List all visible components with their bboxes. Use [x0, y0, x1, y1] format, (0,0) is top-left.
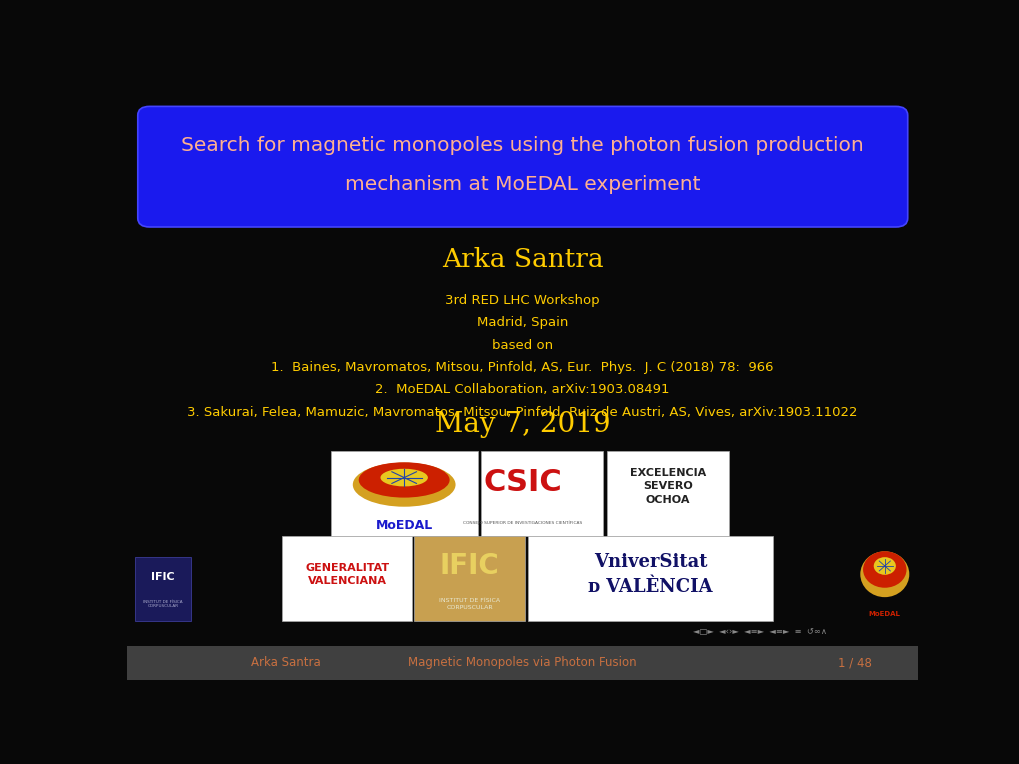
Text: Arka Santra: Arka Santra — [251, 656, 320, 669]
Text: Arka Santra: Arka Santra — [441, 247, 603, 272]
Text: May 7, 2019: May 7, 2019 — [434, 410, 610, 438]
Bar — [606, 451, 729, 536]
Text: Search for magnetic monopoles using the photon fusion production: Search for magnetic monopoles using the … — [181, 136, 863, 155]
Text: mechanism at MoEDAL experiment: mechanism at MoEDAL experiment — [344, 174, 700, 193]
Text: Magnetic Monopoles via Photon Fusion: Magnetic Monopoles via Photon Fusion — [408, 656, 637, 669]
Text: 1 / 48: 1 / 48 — [837, 656, 871, 669]
Ellipse shape — [380, 469, 428, 487]
Ellipse shape — [859, 552, 908, 597]
Bar — [331, 451, 477, 536]
Text: INSTITUT DE FÍSICA
CORPUSCULAR: INSTITUT DE FÍSICA CORPUSCULAR — [143, 600, 182, 608]
Bar — [127, 646, 917, 680]
Text: 3. Sakurai, Felea, Mamuzic, Mavromatos, Mitsou, Pinfold, Ruiz de Austri, AS, Viv: 3. Sakurai, Felea, Mamuzic, Mavromatos, … — [187, 406, 857, 419]
Text: INSTITUT DE FÍSICA
CORPUSCULAR: INSTITUT DE FÍSICA CORPUSCULAR — [439, 598, 500, 610]
Ellipse shape — [862, 552, 906, 588]
Bar — [480, 451, 603, 536]
Bar — [136, 557, 191, 621]
Text: Madrid, Spain: Madrid, Spain — [477, 316, 568, 329]
Text: CSIC: CSIC — [483, 468, 561, 497]
Text: GENERALITAT
VALENCIANA: GENERALITAT VALENCIANA — [305, 562, 389, 586]
Text: MoEDAL: MoEDAL — [868, 611, 900, 617]
Text: VniverSitat
ᴅ VALÈNCIA: VniverSitat ᴅ VALÈNCIA — [588, 552, 712, 596]
FancyBboxPatch shape — [138, 106, 907, 227]
Text: 3rd RED LHC Workshop: 3rd RED LHC Workshop — [445, 294, 599, 307]
Ellipse shape — [873, 557, 895, 575]
Text: CONSEJO SUPERIOR DE INVESTIGACIONES CIENTÍFICAS: CONSEJO SUPERIOR DE INVESTIGACIONES CIEN… — [463, 521, 582, 526]
Text: IFIC: IFIC — [439, 552, 499, 580]
Text: MoEDAL: MoEDAL — [375, 519, 432, 532]
Ellipse shape — [359, 462, 449, 497]
Bar — [528, 536, 772, 621]
Text: based on: based on — [492, 338, 552, 351]
Ellipse shape — [353, 462, 455, 507]
Text: IFIC: IFIC — [151, 571, 174, 581]
Text: 2.  MoEDAL Collaboration, arXiv:1903.08491: 2. MoEDAL Collaboration, arXiv:1903.0849… — [375, 384, 669, 397]
Text: ◄□►  ◄‹›►  ◄≡►  ◄≡►  ≡  ↺∞∧: ◄□► ◄‹›► ◄≡► ◄≡► ≡ ↺∞∧ — [692, 626, 826, 636]
Text: 1.  Baines, Mavromatos, Mitsou, Pinfold, AS, Eur.  Phys.  J. C (2018) 78:  966: 1. Baines, Mavromatos, Mitsou, Pinfold, … — [271, 361, 773, 374]
Bar — [281, 536, 412, 621]
Text: EXCELENCIA
SEVERO
OCHOA: EXCELENCIA SEVERO OCHOA — [630, 468, 705, 504]
Bar — [414, 536, 525, 621]
